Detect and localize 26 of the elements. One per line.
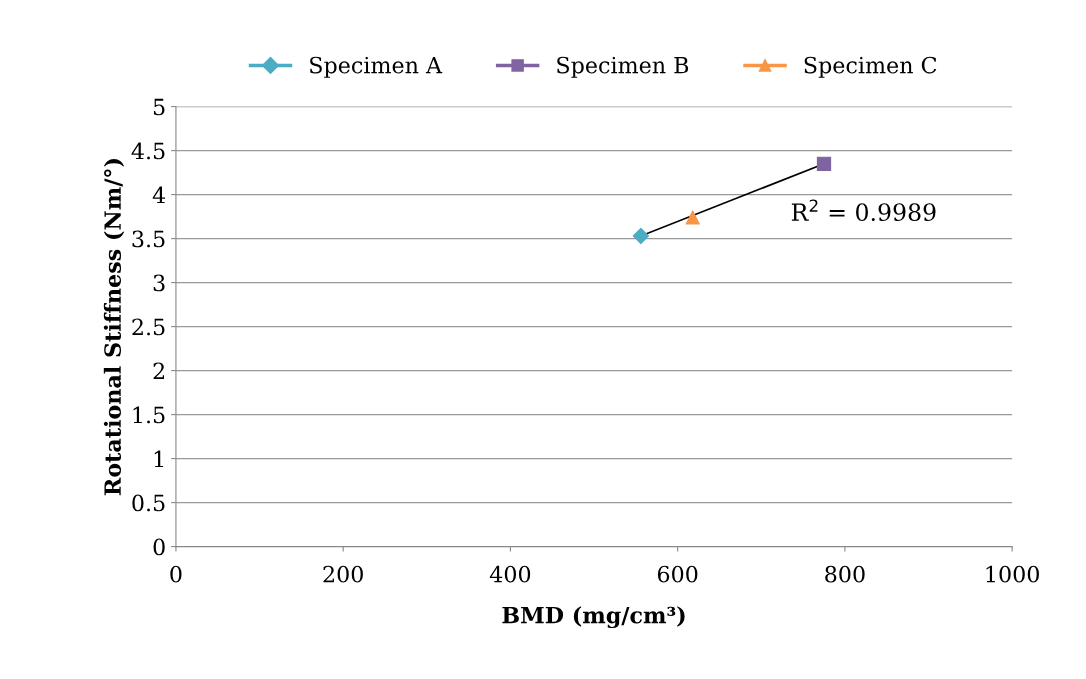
x-tick-label: 600: [657, 565, 698, 583]
point: [632, 227, 650, 245]
annotation: R$^{2}$ = 0.9989: [791, 199, 936, 222]
x-tick-label: 0: [170, 565, 182, 583]
y-axis-title: Rotational Stiffness (Nm/°): [103, 159, 125, 496]
y-tick-label: 3.5: [132, 230, 165, 248]
x-tick-label: 200: [323, 565, 363, 583]
legend-label: Specimen C: [804, 56, 937, 78]
y-tick-label: 0.5: [132, 494, 165, 512]
y-tick-label: 1: [154, 450, 164, 468]
y-tick-label: 4: [152, 186, 166, 204]
point: [816, 156, 832, 171]
x-tick-label: 400: [489, 565, 531, 583]
x-axis-title: BMD (mg/cm³): [502, 606, 685, 629]
y-tick-label: 2: [153, 362, 165, 380]
y-tick-label: 1.5: [133, 406, 165, 424]
x-tick-label: 1000: [986, 565, 1039, 583]
y-tick-label: 0: [153, 538, 165, 556]
legend-label: Specimen B: [557, 56, 689, 78]
x-tick-label: 800: [825, 565, 865, 583]
y-tick-label: 5: [153, 98, 165, 116]
y-tick-label: 2.5: [132, 318, 165, 336]
legend-label: Specimen A: [310, 56, 443, 78]
point: [685, 210, 700, 225]
y-tick-label: 4.5: [131, 142, 165, 160]
y-tick-label: 3: [153, 274, 165, 292]
